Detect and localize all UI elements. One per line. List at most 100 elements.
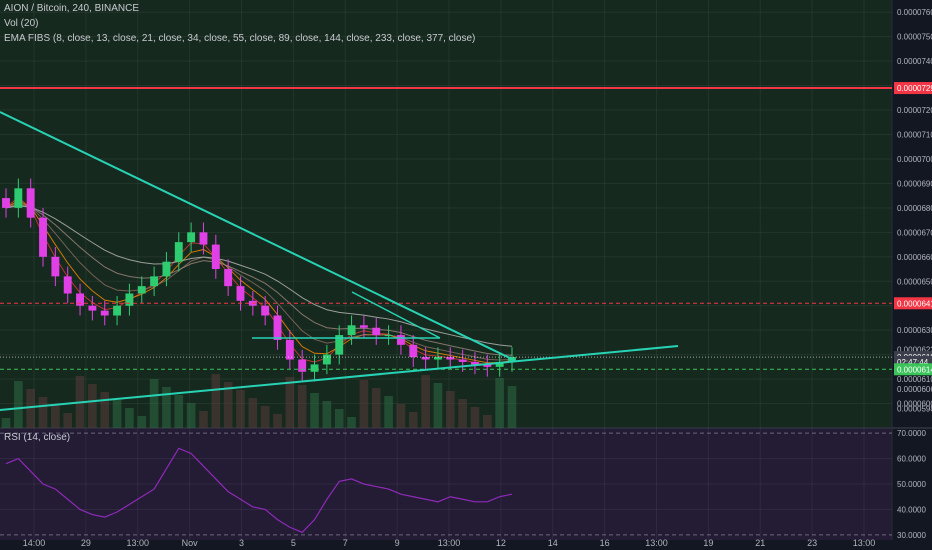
candle-body <box>211 244 220 270</box>
volume-bar <box>223 382 233 428</box>
main-panel <box>0 0 892 428</box>
volume-bar <box>322 401 332 428</box>
price-axis-label: 02:47:44 <box>897 358 929 367</box>
price-tick-label: 0.0000700 <box>897 155 932 164</box>
volume-bar <box>396 404 406 428</box>
candle-body <box>51 256 60 277</box>
candle-body <box>76 293 84 306</box>
price-tick-label: 0.0000720 <box>897 106 932 115</box>
volume-bar <box>88 384 97 428</box>
time-tick-label: 13:00 <box>438 538 461 548</box>
descending-trendline <box>0 111 515 361</box>
price-tick-label: 0.0000750 <box>897 33 932 42</box>
candle-body <box>322 354 331 365</box>
candle-body <box>483 364 492 367</box>
price-tick-label: 0.0000650 <box>897 277 932 286</box>
candle-body <box>88 305 97 311</box>
price-tick-label: 0.0000630 <box>897 326 932 335</box>
candle-body <box>273 315 282 340</box>
chart-title: AION / Bitcoin, 240, BINANCE <box>4 3 140 14</box>
candle-body <box>39 217 47 257</box>
volume-bar <box>260 406 270 428</box>
price-label-box <box>894 82 932 95</box>
time-tick-label: 14:00 <box>23 538 46 548</box>
volume-legend: Vol (20) <box>4 18 39 29</box>
ema-line <box>5 202 513 361</box>
volume-bar <box>507 386 517 428</box>
volume-bar <box>482 415 492 428</box>
candle-body <box>2 198 10 208</box>
volume-bar <box>445 391 455 428</box>
candle-body <box>458 359 467 362</box>
volume-bar <box>285 377 295 428</box>
time-tick-label: 13:00 <box>126 538 149 548</box>
volume-bar <box>199 411 208 428</box>
price-axis-label: 0.0000641 <box>897 299 932 308</box>
ema-line <box>5 199 513 364</box>
volume-bar <box>371 388 381 428</box>
volume-bar <box>495 378 504 428</box>
ema-line <box>5 204 513 356</box>
candle-body <box>63 276 72 294</box>
candle-body <box>224 269 233 287</box>
candle-body <box>100 310 109 316</box>
candle-body <box>471 361 479 365</box>
candle-body <box>298 359 307 372</box>
time-tick-label: 12 <box>496 538 506 548</box>
price-axis-label: 0.0000622 <box>897 346 932 355</box>
volume-bar <box>125 408 134 428</box>
ema-legend: EMA FIBS (8, close, 13, close, 21, close… <box>4 33 476 44</box>
time-tick-label: 7 <box>343 538 348 548</box>
time-tick-label: 3 <box>239 538 244 548</box>
candle-body <box>310 364 319 372</box>
candle-body <box>162 261 171 277</box>
candle-body <box>199 232 208 245</box>
volume-bar <box>186 403 196 428</box>
rsi-legend: RSI (14, close) <box>4 432 71 443</box>
time-tick-label: 16 <box>600 538 610 548</box>
time-tick-label: 19 <box>703 538 713 548</box>
price-tick-label: 0.0000740 <box>897 57 932 66</box>
price-tick-label: 0.0000690 <box>897 179 932 188</box>
price-tick-label: 0.0000660 <box>897 253 932 262</box>
candle-body <box>359 325 368 328</box>
time-tick-label: 13:00 <box>853 538 876 548</box>
time-tick-label: 9 <box>395 538 400 548</box>
ema-line <box>5 196 513 366</box>
volume-bar <box>38 397 48 428</box>
candle-body <box>113 305 122 316</box>
time-tick-label: 5 <box>291 538 296 548</box>
volume-bar <box>174 395 184 428</box>
volume-bar <box>408 412 418 428</box>
candle-body <box>285 339 294 360</box>
candle-body <box>137 286 146 294</box>
price-axis-label: 0.0000614 <box>897 365 932 374</box>
candle-body <box>14 188 23 208</box>
candle-body <box>261 305 270 316</box>
volume-bar <box>63 413 73 428</box>
time-tick-label: 29 <box>81 538 91 548</box>
rsi-tick-label: 30.0000 <box>897 531 926 540</box>
candle-body <box>409 344 418 358</box>
volume-bar <box>26 389 36 428</box>
price-axis-label: 0.0000729 <box>897 84 932 93</box>
price-axis-label: 0.0000598 <box>897 404 932 413</box>
volume-bar <box>112 400 122 428</box>
volume-bar <box>211 374 221 428</box>
price-label-box <box>894 297 932 310</box>
volume-bar <box>458 399 467 428</box>
candle-body <box>434 357 442 360</box>
volume-bar <box>310 393 319 428</box>
candle-body <box>26 188 35 218</box>
ascending-trendline <box>0 345 679 411</box>
price-tick-label: 0.0000680 <box>897 204 932 213</box>
volume-bar <box>359 380 369 428</box>
rsi-line <box>5 447 513 534</box>
time-tick-label: Nov <box>182 538 199 548</box>
candle-body <box>236 286 245 301</box>
price-axis-label: 0.0000606 <box>897 385 932 394</box>
rsi-tick-label: 60.0000 <box>897 455 926 464</box>
time-tick-label: 23 <box>807 538 817 548</box>
price-tick-label: 0.0000760 <box>897 8 932 17</box>
